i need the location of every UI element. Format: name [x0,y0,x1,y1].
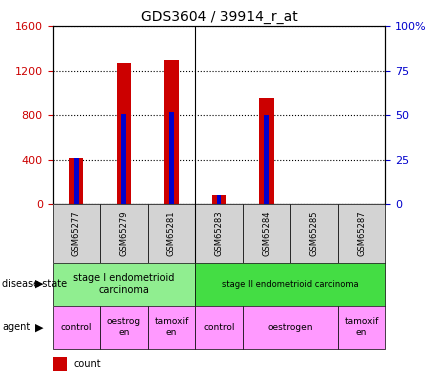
Bar [148,306,195,349]
Bar [53,204,100,262]
Text: ▶: ▶ [35,279,43,289]
Text: control: control [60,322,92,332]
Bar [53,357,67,371]
Bar [121,114,127,204]
Title: GDS3604 / 39914_r_at: GDS3604 / 39914_r_at [141,10,297,24]
Text: disease state: disease state [2,279,67,289]
Bar [259,98,274,204]
Bar [117,63,131,204]
Bar [243,306,338,349]
Text: tamoxif
en: tamoxif en [344,318,379,337]
Text: ▶: ▶ [35,322,43,332]
Bar [53,262,195,306]
Bar [169,112,174,204]
Bar [195,204,243,262]
Bar [195,306,243,349]
Bar [53,306,100,349]
Bar [290,204,338,262]
Text: control: control [203,322,235,332]
Bar [338,204,385,262]
Bar [100,306,148,349]
Text: GSM65285: GSM65285 [310,211,318,256]
Text: GSM65287: GSM65287 [357,211,366,256]
Bar [164,60,179,204]
Text: oestrog
en: oestrog en [107,318,141,337]
Text: GSM65277: GSM65277 [72,211,81,256]
Text: tamoxif
en: tamoxif en [154,318,189,337]
Text: oestrogen: oestrogen [268,322,313,332]
Text: GSM65279: GSM65279 [120,211,128,256]
Text: GSM65284: GSM65284 [262,211,271,256]
Bar [74,158,79,204]
Bar [212,195,226,204]
Bar [338,306,385,349]
Bar [264,116,269,204]
Bar [148,204,195,262]
Text: agent: agent [2,322,30,332]
Bar [216,195,222,204]
Text: count: count [74,359,101,369]
Text: stage II endometrioid carcinoma: stage II endometrioid carcinoma [222,280,359,289]
Bar [243,204,290,262]
Bar [69,158,84,204]
Text: GSM65281: GSM65281 [167,211,176,256]
Bar [100,204,148,262]
Text: stage I endometrioid
carcinoma: stage I endometrioid carcinoma [73,273,175,295]
Bar [195,262,385,306]
Text: GSM65283: GSM65283 [215,211,223,256]
